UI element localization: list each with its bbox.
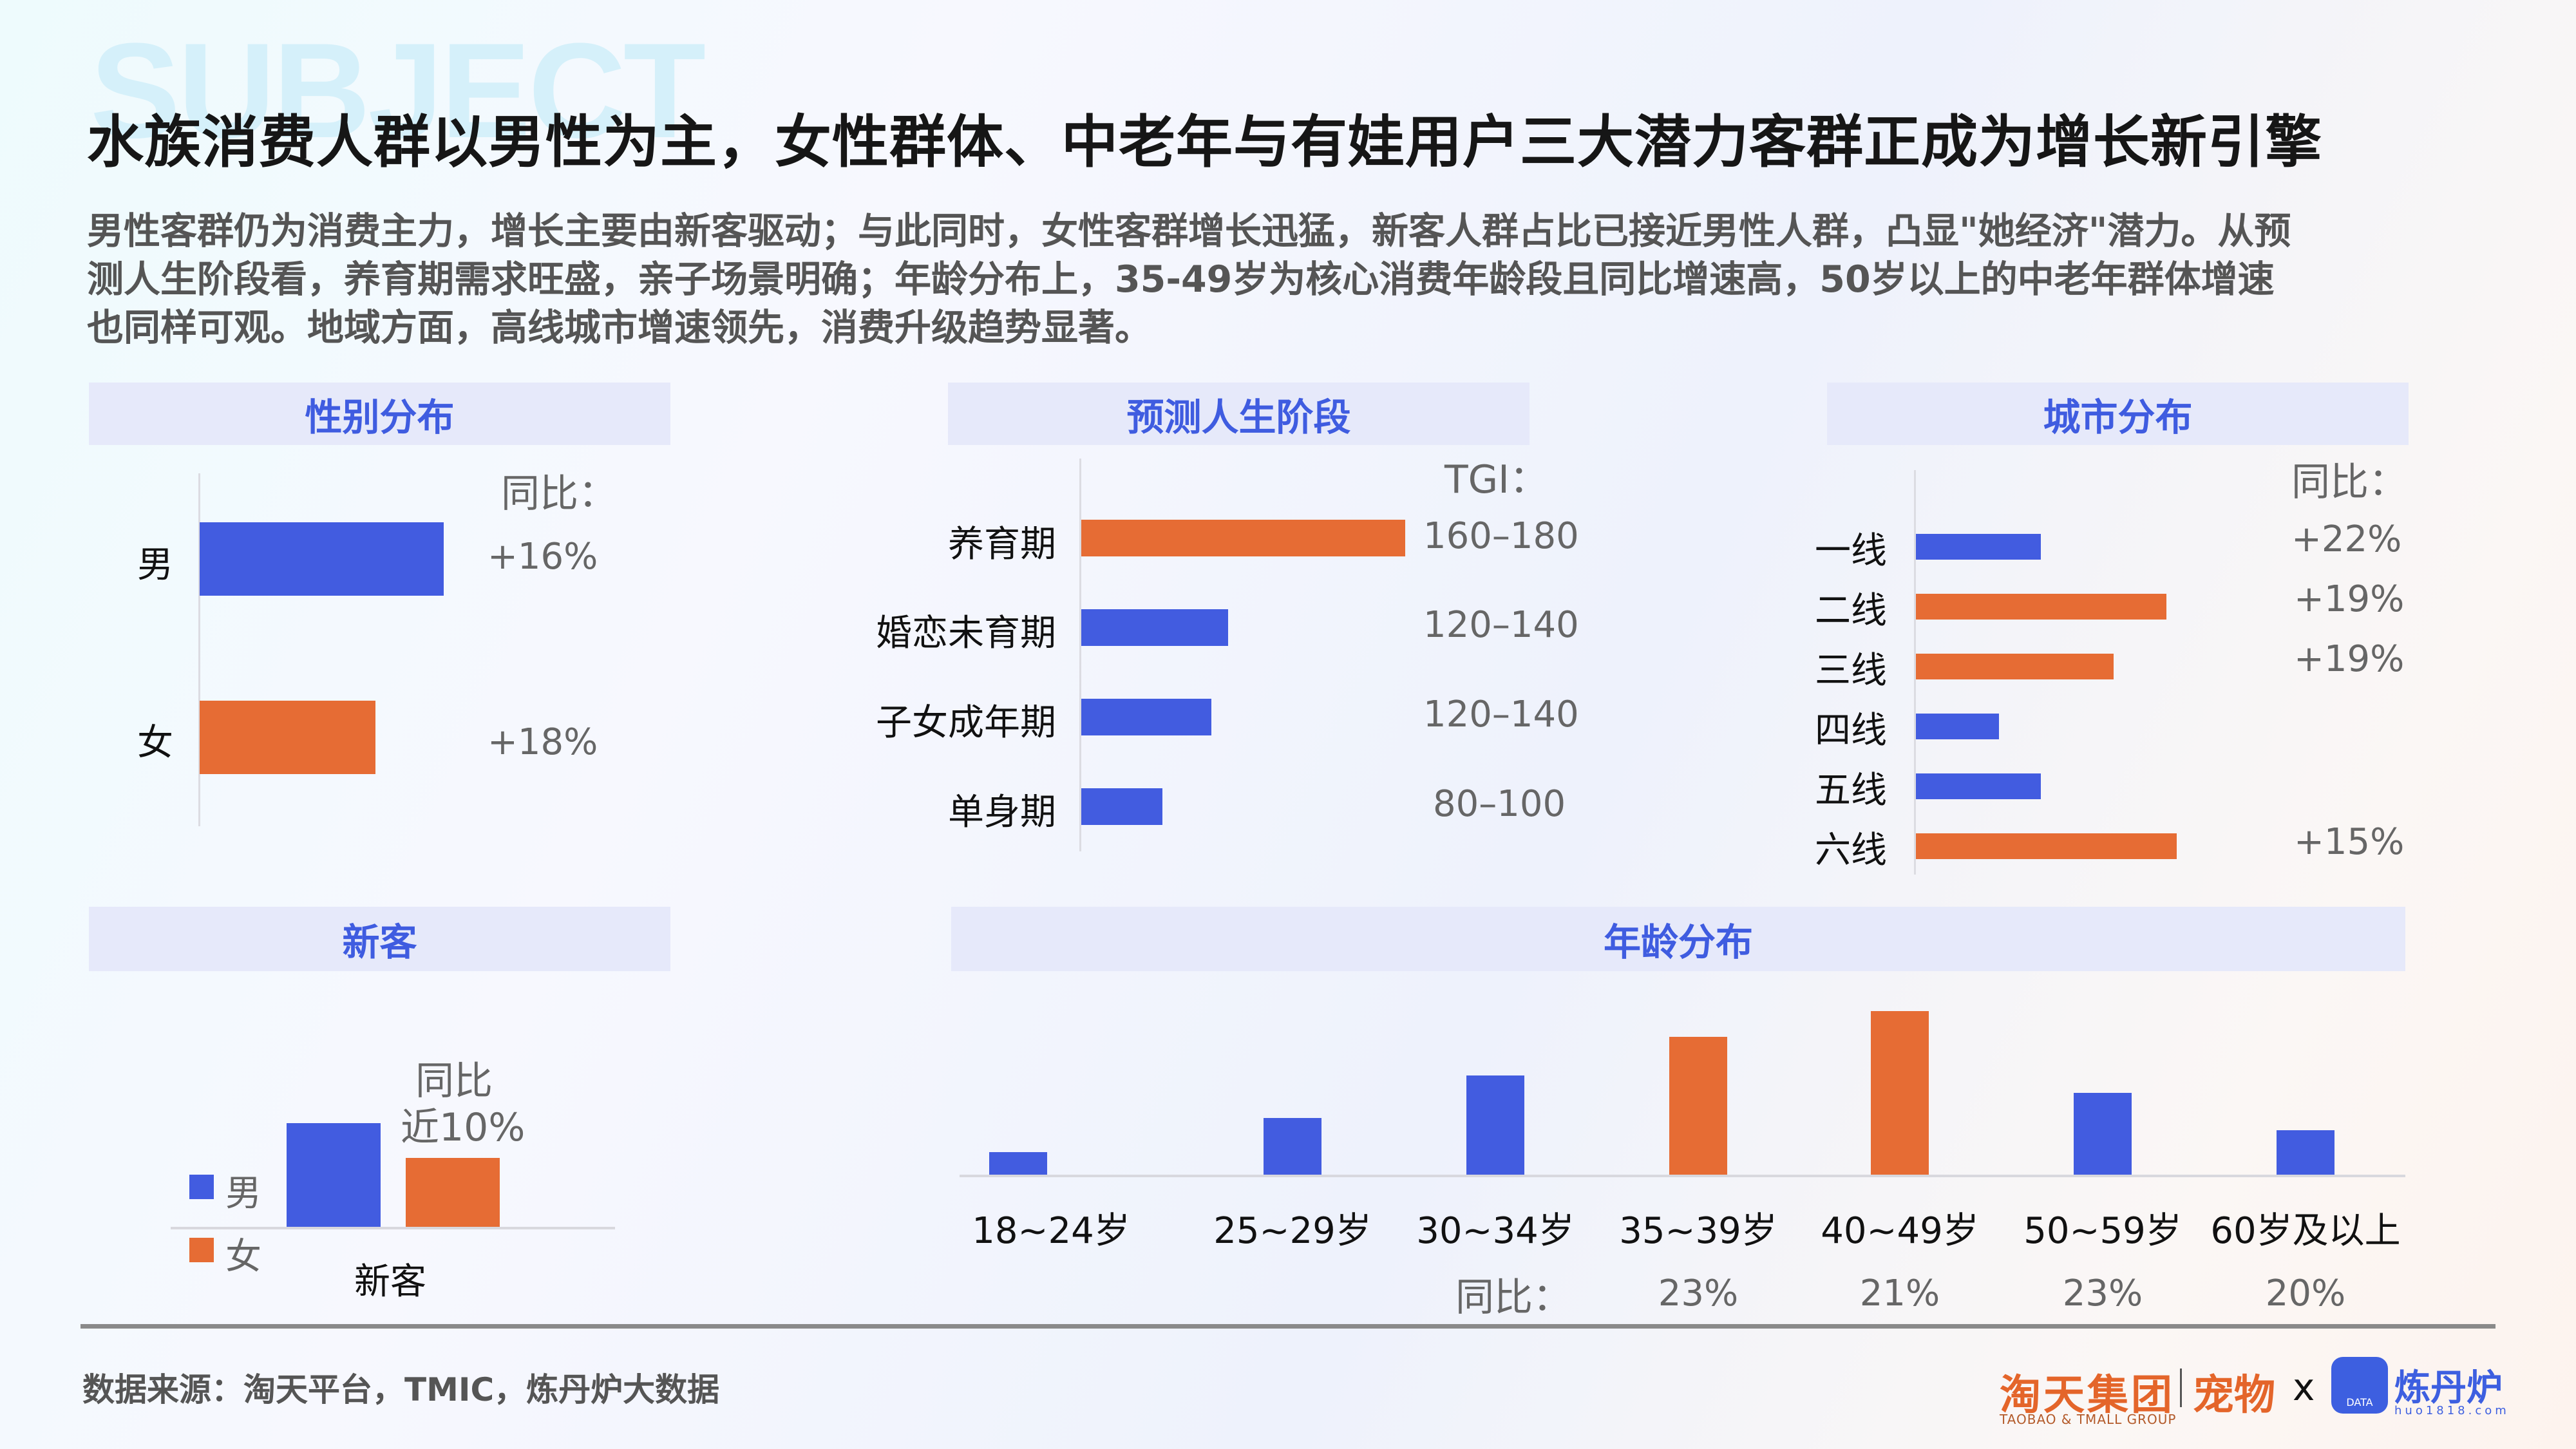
city-bar (1916, 714, 1999, 739)
gender-yoy-male: +16% (488, 536, 598, 578)
summary-line: 男性客群仍为消费主力，增长主要由新客驱动；与此同时，女性客群增长迅猛，新客人群占… (87, 210, 2291, 252)
gender-bar-female (200, 701, 375, 774)
collab-x: x (2293, 1365, 2315, 1409)
logo-separator (2180, 1368, 2182, 1407)
age-label: 40~49岁 (1821, 1210, 1979, 1252)
tgi-label: TGI： (1444, 457, 1548, 502)
age-label: 50~59岁 (2023, 1210, 2182, 1252)
gender-label-female: 女 (137, 722, 173, 764)
life-stage-bar (1081, 520, 1405, 556)
age-bar (1264, 1118, 1321, 1175)
life-stage-label: 子女成年期 (876, 702, 1056, 744)
liandanlu-logo-icon: DATA (2331, 1357, 2388, 1414)
age-bar (989, 1152, 1047, 1175)
city-yoy-label: 同比： (2291, 460, 2407, 505)
new-customer-bar-male (287, 1123, 381, 1227)
life-stage-bar (1081, 609, 1228, 646)
city-yoy: +19% (2294, 578, 2405, 620)
taotian-logo-subtitle: TAOBAO & TMALL GROUP (2000, 1412, 2177, 1427)
life-stage-tgi: 120–140 (1423, 604, 1579, 646)
gender-bar-male (200, 522, 444, 596)
age-bar (1466, 1075, 1524, 1175)
page-title: 水族消费人群以男性为主，女性群体、中老年与有娃用户三大潜力客群正成为增长新引擎 (87, 109, 2323, 175)
new-customer-panel-header: 新客 (89, 907, 670, 971)
city-label: 五线 (1815, 770, 1887, 811)
age-bar (1669, 1037, 1727, 1175)
age-bar (2277, 1130, 2334, 1175)
gender-yoy-label: 同比： (501, 471, 617, 516)
pet-logo-text: 宠物 (2193, 1372, 2275, 1419)
legend-swatch-female (189, 1238, 214, 1262)
new-customer-yoy-line2: 近10% (401, 1105, 526, 1150)
age-axis (960, 1175, 2405, 1177)
new-customer-bar-female (406, 1158, 500, 1227)
city-panel-header: 城市分布 (1827, 383, 2409, 445)
age-bar (1871, 1011, 1929, 1175)
age-label: 60岁及以上 (2210, 1210, 2401, 1252)
city-bar (1916, 534, 2041, 560)
city-yoy: +22% (2291, 518, 2402, 560)
legend-label-female: 女 (225, 1236, 261, 1278)
age-label: 25~29岁 (1213, 1210, 1372, 1252)
age-label: 30~34岁 (1416, 1210, 1575, 1252)
taotian-logo: 淘天集团 (2000, 1372, 2175, 1419)
new-customer-axis (171, 1227, 615, 1229)
liandanlu-logo-text: 炼丹炉 (2394, 1367, 2503, 1409)
life-stage-label: 婚恋未育期 (876, 612, 1056, 654)
city-yoy: +19% (2294, 638, 2405, 680)
watermark-text: SUBJECT (90, 15, 706, 166)
age-yoy: 23% (1658, 1273, 1739, 1314)
life-stage-tgi: 160–180 (1423, 515, 1579, 557)
gender-axis (198, 473, 200, 826)
city-bar (1916, 654, 2114, 679)
city-label: 二线 (1815, 590, 1887, 632)
age-yoy: 21% (1859, 1273, 1940, 1314)
age-yoy: 20% (2265, 1273, 2346, 1314)
new-customer-x-label: 新客 (354, 1261, 426, 1303)
age-label: 18~24岁 (972, 1210, 1130, 1252)
summary-line: 也同样可观。地域方面，高线城市增速领先，消费升级趋势显著。 (87, 307, 1151, 349)
life-stage-label: 养育期 (948, 524, 1056, 565)
summary-paragraph: 男性客群仍为消费主力，增长主要由新客驱动；与此同时，女性客群增长迅猛，新客人群占… (87, 207, 2496, 352)
city-label: 四线 (1815, 710, 1887, 752)
city-label: 一线 (1815, 530, 1887, 572)
life-stage-tgi: 120–140 (1423, 694, 1579, 735)
life-stage-bar (1081, 788, 1162, 825)
city-label: 六线 (1815, 829, 1887, 871)
life-stage-axis (1079, 459, 1081, 851)
footer-divider (80, 1324, 2496, 1329)
city-yoy: +15% (2294, 821, 2405, 863)
gender-label-male: 男 (137, 544, 173, 586)
city-axis (1914, 470, 1916, 875)
age-bar (2074, 1093, 2132, 1175)
city-bar (1916, 833, 2177, 859)
life-stage-tgi: 80–100 (1433, 783, 1566, 825)
life-stage-bar (1081, 699, 1211, 735)
age-panel-header: 年龄分布 (951, 907, 2405, 971)
life-stage-label: 单身期 (948, 791, 1056, 833)
liandanlu-url: huo1818.com (2394, 1404, 2510, 1417)
legend-label-male: 男 (225, 1173, 261, 1215)
city-bar (1916, 594, 2166, 620)
life-stage-panel-header: 预测人生阶段 (948, 383, 1530, 445)
age-label: 35~39岁 (1619, 1210, 1777, 1252)
gender-yoy-female: +18% (488, 721, 598, 763)
city-bar (1916, 773, 2041, 799)
age-yoy-label: 同比： (1455, 1275, 1571, 1320)
new-customer-yoy-line1: 同比 (415, 1059, 493, 1104)
city-label: 三线 (1815, 650, 1887, 692)
data-source: 数据来源：淘天平台，TMIC，炼丹炉大数据 (82, 1371, 720, 1408)
summary-line: 测人生阶段看，养育期需求旺盛，亲子场景明确；年龄分布上，35-49岁为核心消费年… (87, 258, 2275, 301)
age-yoy: 23% (2062, 1273, 2143, 1314)
legend-swatch-male (189, 1175, 214, 1199)
gender-panel-header: 性别分布 (89, 383, 670, 445)
